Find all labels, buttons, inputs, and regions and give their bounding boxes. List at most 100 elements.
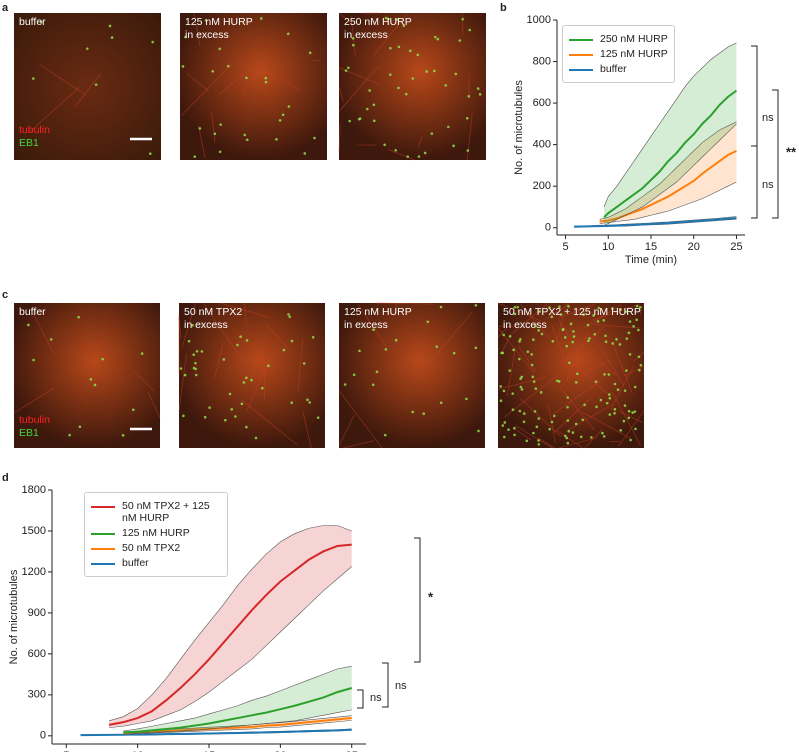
comet <box>384 16 388 20</box>
comet <box>27 323 30 327</box>
comet <box>192 353 195 357</box>
filament <box>193 12 201 46</box>
significance-label: ns <box>762 179 774 191</box>
comet <box>93 383 97 387</box>
legend-entry: 50 nM TPX2 + 125 nM HURP <box>91 500 221 524</box>
legend-entry: buffer <box>91 557 221 569</box>
filament <box>218 61 261 95</box>
filament <box>520 398 561 437</box>
image-label: 125 nM HURP <box>185 16 253 28</box>
comet <box>348 119 351 123</box>
comet <box>193 155 197 158</box>
comet <box>635 318 638 322</box>
comet <box>425 70 428 73</box>
series-line <box>123 717 352 735</box>
comet <box>537 439 540 442</box>
comet <box>513 426 516 430</box>
comet <box>518 340 521 343</box>
comet <box>132 408 135 412</box>
y-axis-title: No. of microtubules <box>513 80 525 175</box>
comet <box>599 398 603 402</box>
comet <box>245 138 249 142</box>
comet <box>608 413 612 416</box>
comet <box>372 103 376 107</box>
comet <box>629 438 632 442</box>
comet <box>77 315 80 319</box>
comet <box>474 346 478 350</box>
comet <box>406 155 410 158</box>
filament <box>552 380 602 415</box>
comet <box>89 378 93 381</box>
comet <box>31 77 35 80</box>
micrograph <box>179 303 325 448</box>
significance-label: ** <box>786 144 797 159</box>
y-tick-label: 600 <box>533 97 551 109</box>
filament <box>581 411 631 439</box>
comet <box>537 329 541 332</box>
comet <box>383 143 386 147</box>
comet <box>224 418 227 422</box>
comet <box>601 431 604 435</box>
comet <box>148 152 152 155</box>
filament <box>214 344 224 379</box>
comet <box>423 151 427 155</box>
comet <box>530 363 534 367</box>
significance-label: ns <box>762 112 774 124</box>
comet <box>417 155 421 158</box>
legend-label: 125 nM HURP <box>600 48 668 60</box>
comet <box>520 388 524 391</box>
comet <box>375 370 379 374</box>
comet <box>290 339 294 343</box>
x-tick-label: 15 <box>645 241 657 253</box>
bracket <box>414 537 421 663</box>
comet <box>558 305 561 308</box>
y-tick-label: 0 <box>545 222 551 234</box>
comet <box>513 433 516 437</box>
filament <box>134 371 155 392</box>
comet <box>121 434 125 437</box>
x-tick-label: 10 <box>132 750 144 752</box>
band-fill <box>123 666 352 734</box>
comet <box>534 387 538 390</box>
comet <box>571 340 575 344</box>
panel-label: b <box>500 2 507 14</box>
comet <box>583 403 586 407</box>
comet <box>502 389 506 393</box>
filament <box>338 390 383 449</box>
legend-swatch <box>91 548 115 550</box>
comet <box>250 378 253 382</box>
comet <box>608 393 611 396</box>
legend-label: buffer <box>122 557 149 569</box>
comet <box>513 312 517 316</box>
comet <box>213 132 217 136</box>
comet <box>519 377 522 381</box>
comet <box>508 334 512 338</box>
comet <box>619 308 622 311</box>
comet <box>194 373 198 377</box>
y-tick-label: 400 <box>533 139 551 151</box>
comet <box>567 429 571 433</box>
comet <box>204 19 208 22</box>
filament <box>312 59 321 62</box>
comet <box>308 401 311 404</box>
comet <box>618 343 622 346</box>
micrograph <box>339 13 486 160</box>
comet <box>218 150 222 154</box>
filament <box>246 356 272 411</box>
comet <box>181 65 185 68</box>
comet <box>372 328 375 332</box>
comet <box>582 313 585 316</box>
comet <box>533 410 537 413</box>
image-label: 250 nM HURP <box>344 16 412 28</box>
filament <box>555 429 584 449</box>
filament <box>559 386 595 430</box>
comet <box>372 119 376 123</box>
comet <box>566 405 569 409</box>
filament <box>559 303 596 319</box>
filament <box>639 302 645 316</box>
comet <box>303 152 307 155</box>
comet <box>430 132 434 135</box>
x-tick-label: 5 <box>562 241 568 253</box>
filament <box>579 345 618 377</box>
comet <box>433 35 437 39</box>
